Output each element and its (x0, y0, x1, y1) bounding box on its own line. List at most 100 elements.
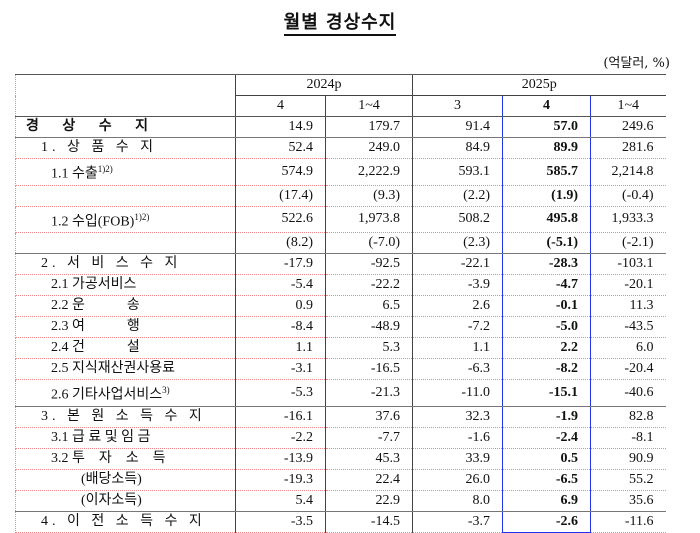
cell-value: 8.0 (412, 490, 503, 512)
table-row: 1.1 수출1)2) 574.9 2,222.9 593.1 585.7 2,214.8 (15, 158, 666, 186)
row-label-text: 2.3 여 행 (51, 319, 140, 335)
cell-value: 585.7 (502, 158, 591, 186)
cell-value: 89.9 (502, 137, 591, 159)
cell-value: 0.9 (235, 295, 326, 318)
cell-value: -92.5 (325, 253, 413, 276)
row-label: 3. 본 원 소 득 수 지 (15, 406, 236, 428)
table-row: 2.5 지식재산권사용료 -3.1 -16.5 -6.3 -8.2 -20.4 (15, 358, 666, 381)
cell-value: -16.5 (325, 358, 413, 381)
cell-value: -13.9 (235, 448, 326, 470)
cell-value: -11.0 (412, 379, 503, 407)
table-row: (이자소득) 5.4 22.9 8.0 6.9 35.6 (15, 490, 666, 512)
table-row: 경 상 수 지 14.9 179.7 91.4 57.0 249.6 (15, 116, 666, 138)
cell-value: -6.5 (502, 469, 591, 491)
header-year-2025: 2025p (411, 74, 666, 96)
cell-value: -1.9 (502, 406, 591, 428)
table-row: 1.2 수입(FOB)1)2) 522.6 1,973.8 508.2 495.8 1,9… (15, 206, 666, 234)
cell-value: (1.9) (502, 185, 591, 207)
row-label-text: 1.1 수출 (51, 166, 98, 182)
cell-value: (-7.0) (325, 232, 413, 255)
cell-value: 2.2 (502, 337, 591, 360)
row-label-text: 2.1 가공서비스 (51, 277, 137, 293)
cell-value: -4.7 (502, 274, 591, 297)
cell-value: -48.9 (325, 316, 413, 339)
cell-value: -3.1 (235, 358, 326, 381)
cell-value: -22.1 (412, 253, 503, 276)
table-row: 2.2 운 송 0.9 6.5 2.6 -0.1 11.3 (15, 295, 666, 318)
row-label-text: 3.1 급 료 및 임 금 (51, 429, 151, 445)
cell-value: -5.3 (235, 379, 326, 407)
row-label: 2.5 지식재산권사용료 (15, 358, 236, 381)
row-label: 2.3 여 행 (15, 316, 236, 339)
cell-value: -43.5 (589, 316, 666, 339)
header-year-2024: 2024p (235, 74, 413, 96)
row-label-text: 2.6 기타사업서비스 (51, 387, 163, 403)
row-label: 1. 상 품 수 지 (15, 137, 236, 159)
table-row: (17.4) (9.3) (2.2) (1.9) (-0.4) (15, 185, 666, 207)
cell-value: 6.9 (502, 490, 591, 512)
footnote-marker: 1)2) (97, 164, 113, 174)
row-label-text: 1.2 수입(FOB) (51, 214, 135, 230)
cell-value: -2.2 (235, 427, 326, 449)
cell-value: (-0.4) (589, 185, 666, 207)
cell-value: 91.4 (412, 116, 503, 138)
cell-value: -2.4 (502, 427, 591, 449)
table-row: 2.3 여 행 -8.4 -48.9 -7.2 -5.0 -43.5 (15, 316, 666, 339)
row-label-text: 2. 서 비 스 수 지 (41, 256, 182, 272)
row-label: 2.1 가공서비스 (15, 274, 236, 297)
table-row: 3.2 투 자 소 득 -13.9 45.3 33.9 0.5 90.9 (15, 448, 666, 470)
cell-value: 84.9 (412, 137, 503, 159)
cell-value: 6.5 (325, 295, 413, 318)
cell-value: -8.2 (502, 358, 591, 381)
cell-value: 22.4 (325, 469, 413, 491)
cell-value: 90.9 (589, 448, 666, 470)
header-month: 3 (412, 95, 503, 117)
row-label (15, 185, 236, 207)
row-label-text: 경 상 수 지 (26, 119, 159, 134)
cell-value: 574.9 (235, 158, 326, 186)
cell-value: -15.1 (502, 379, 591, 407)
row-label-text: 2.2 운 송 (51, 298, 140, 314)
header-month: 4 (502, 95, 591, 117)
cell-value: -28.3 (502, 253, 591, 276)
cell-value: (2.2) (412, 185, 503, 207)
row-label: 2.6 기타사업서비스3) (15, 379, 236, 407)
cell-value: -103.1 (589, 253, 666, 276)
row-label-text: (이자소득) (81, 492, 142, 508)
table-row: (배당소득) -19.3 22.4 26.0 -6.5 55.2 (15, 469, 666, 491)
cell-value: 5.3 (325, 337, 413, 360)
cell-value: 22.9 (325, 490, 413, 512)
cell-value: 33.9 (412, 448, 503, 470)
page-title: 월별 경상수지 (0, 8, 680, 36)
row-label (15, 232, 236, 255)
row-label: 경 상 수 지 (15, 116, 236, 138)
footnote-marker: 3) (162, 385, 170, 396)
row-label-text: 1. 상 품 수 지 (41, 140, 158, 155)
cell-value: 55.2 (589, 469, 666, 491)
cell-value: -21.3 (325, 379, 413, 407)
cell-value: (-5.1) (502, 232, 591, 255)
cell-value: -7.7 (325, 427, 413, 449)
cell-value: 522.6 (235, 206, 326, 234)
cell-value: 495.8 (502, 206, 591, 234)
cell-value: -8.1 (589, 427, 666, 449)
header-month: 1~4 (589, 95, 666, 117)
table-row: 2.4 건 설 1.1 5.3 1.1 2.2 6.0 (15, 337, 666, 360)
cell-value: 37.6 (325, 406, 413, 428)
cell-value: -17.9 (235, 253, 326, 276)
row-label-text: 3. 본 원 소 득 수 지 (41, 408, 206, 424)
cell-value: 35.6 (589, 490, 666, 512)
cell-value: -20.4 (589, 358, 666, 381)
row-label: 2. 서 비 스 수 지 (15, 253, 236, 276)
row-label-text: (배당소득) (81, 471, 142, 487)
footnote-marker: 1)2) (134, 211, 150, 222)
row-label: 3.1 급 료 및 임 금 (15, 427, 236, 449)
cell-value: (9.3) (325, 185, 413, 207)
header-blank (15, 74, 236, 117)
row-label: 3.2 투 자 소 득 (15, 448, 236, 470)
cell-value: 281.6 (589, 137, 666, 159)
cell-value: 57.0 (502, 116, 591, 138)
cell-value: -8.4 (235, 316, 326, 339)
cell-value: 1,933.3 (589, 206, 666, 234)
row-label: 2.4 건 설 (15, 337, 236, 360)
